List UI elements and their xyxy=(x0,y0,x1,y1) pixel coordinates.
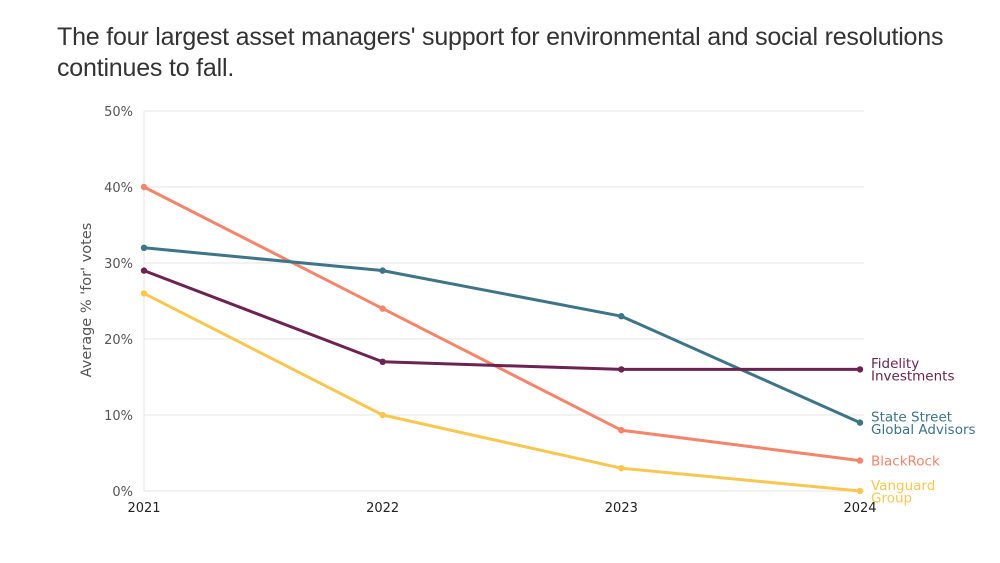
data-point-blackrock xyxy=(140,183,148,191)
series-label-vanguard-group: Vanguard xyxy=(871,478,935,494)
data-point-state-street-global-advisors xyxy=(379,267,386,274)
data-point-state-street-global-advisors xyxy=(140,244,148,251)
y-tick-label: 0% xyxy=(112,485,133,500)
data-point-fidelity-investments xyxy=(618,366,625,373)
series-line-vanguard-group xyxy=(142,291,862,493)
series-lines xyxy=(140,183,864,495)
y-tick-label: 50% xyxy=(104,105,133,120)
x-tick-label: 2021 xyxy=(127,501,160,516)
data-point-state-street-global-advisors xyxy=(856,419,864,426)
series-label-fidelity-investments: Investments xyxy=(871,369,955,385)
chart-title: The four largest asset managers' support… xyxy=(57,23,944,82)
data-point-blackrock xyxy=(856,457,864,464)
series-line-blackrock xyxy=(142,185,862,463)
y-axis-label: Average % 'for' votes xyxy=(79,223,95,378)
data-point-fidelity-investments xyxy=(856,366,864,373)
x-tick-label: 2024 xyxy=(843,501,876,516)
series-label-fidelity-investments: Fidelity xyxy=(871,356,919,372)
gridlines xyxy=(143,110,864,492)
series-line-fidelity-investments xyxy=(142,269,862,371)
y-tick-label: 40% xyxy=(104,181,133,196)
y-tick-label: 10% xyxy=(104,409,133,424)
data-point-fidelity-investments xyxy=(379,358,386,365)
series-label-vanguard-group: Group xyxy=(871,490,912,506)
data-point-state-street-global-advisors xyxy=(618,313,625,320)
data-point-vanguard-group xyxy=(856,487,864,495)
y-tick-label: 20% xyxy=(104,333,133,348)
y-tick-label: 30% xyxy=(104,257,133,272)
data-point-vanguard-group xyxy=(618,465,625,472)
data-point-vanguard-group xyxy=(379,411,386,419)
x-tick-labels: 2021 2022 2023 2024 xyxy=(127,501,876,516)
series-label-state-street-global-advisors: Global Advisors xyxy=(871,422,976,438)
x-tick-label: 2022 xyxy=(366,501,399,516)
y-tick-labels: 0% 10% 20% 30% 40% 50% xyxy=(104,105,133,500)
x-tick-label: 2023 xyxy=(605,501,638,516)
data-point-blackrock xyxy=(379,305,386,312)
series-label-blackrock: BlackRock xyxy=(871,454,940,470)
series-label-state-street-global-advisors: State Street xyxy=(871,409,952,425)
data-point-blackrock xyxy=(618,427,625,434)
series-line-state-street-global-advisors xyxy=(142,246,862,425)
data-point-fidelity-investments xyxy=(140,267,148,274)
data-point-vanguard-group xyxy=(140,290,148,297)
